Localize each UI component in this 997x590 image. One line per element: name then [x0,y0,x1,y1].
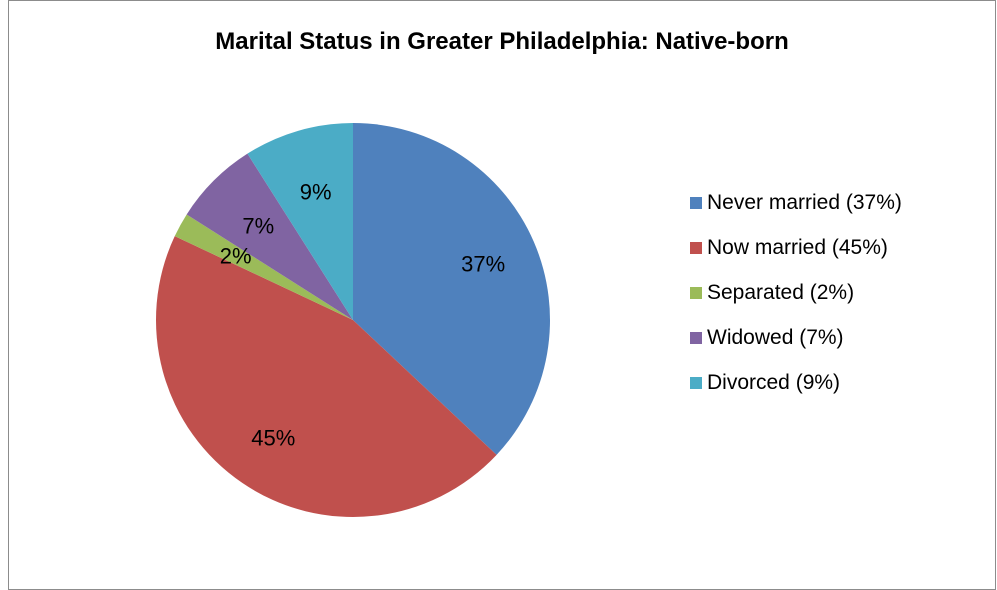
legend-label: Divorced (9%) [707,370,841,394]
pie-slice-widowed [186,153,353,320]
legend-item: Never married (37%) [690,180,902,225]
legend-label: Now married (45%) [707,235,888,259]
legend: Never married (37%) Now married (45%) Sepa… [690,180,902,405]
pie-slice-never-married [353,123,550,455]
pie-slice-separated [174,214,353,320]
legend-item: Now married (45%) [690,225,902,270]
legend-item: Widowed (7%) [690,315,902,360]
data-label-divorced: 9% [300,179,332,204]
chart-title: Marital Status in Greater Philadelphia: … [215,28,789,55]
data-label-now-married: 45% [251,425,295,450]
legend-swatch [690,241,702,254]
data-label-never-married: 37% [461,252,505,277]
legend-label: Separated (2%) [707,280,855,304]
legend-swatch [690,331,702,344]
data-label-separated: 2% [220,243,252,268]
legend-item: Divorced (9%) [690,360,902,405]
pie-slice-now-married [156,236,497,517]
legend-swatch [690,196,702,209]
legend-label: Widowed (7%) [707,325,844,349]
legend-swatch [690,286,702,299]
pie-slice-divorced [247,122,353,320]
pie-chart: 37% 45% 2% 7% 9% [156,122,550,517]
legend-item: Separated (2%) [690,270,902,315]
legend-swatch [690,376,702,389]
legend-label: Never married (37%) [707,190,902,214]
data-label-widowed: 7% [242,213,274,238]
